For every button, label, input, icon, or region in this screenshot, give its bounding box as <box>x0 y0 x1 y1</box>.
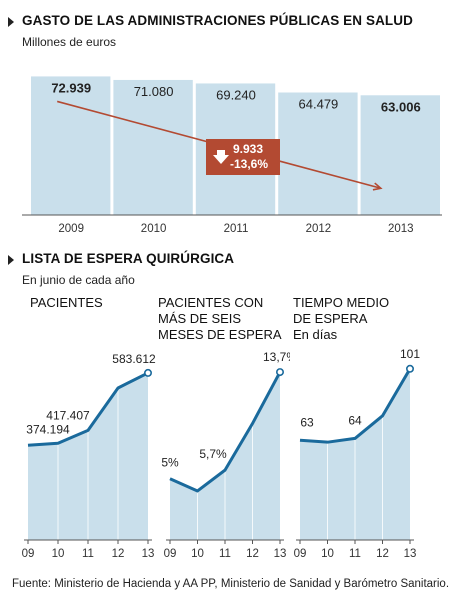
trend-arrowhead <box>372 182 383 191</box>
x-tick-label: 2009 <box>58 223 84 235</box>
end-point-marker <box>276 368 285 377</box>
point-value-label: 63 <box>300 415 314 429</box>
wait-time-area-chart: 09 10 11 12 13 63 64 101 <box>294 347 420 560</box>
panel2-title-line: MESES DE ESPERA <box>158 327 282 342</box>
down-arrow-icon <box>213 150 229 164</box>
series-line <box>169 371 282 493</box>
x-tick-label: 13 <box>274 548 287 560</box>
x-tick-label: 2011 <box>224 223 249 235</box>
callout-percent: -13,6% <box>230 157 269 171</box>
end-point-marker <box>406 364 415 373</box>
bar <box>113 79 193 215</box>
panel2-title-line: MÁS DE SEIS <box>158 311 242 326</box>
panel3-title-line: DE ESPERA <box>293 311 368 326</box>
panel3-title-line: TIEMPO MEDIO <box>293 295 390 310</box>
x-tick-label: 11 <box>219 548 231 560</box>
x-tick-label: 2013 <box>388 223 414 235</box>
x-tick-label: 12 <box>246 548 259 560</box>
series-line <box>299 368 412 444</box>
bar-value-label: 72.939 <box>51 80 91 95</box>
x-tick-label: 10 <box>52 548 65 560</box>
point-value-label: 417.407 <box>46 408 90 422</box>
x-tick-label: 09 <box>164 548 177 560</box>
point-value-label: 583.612 <box>112 352 156 366</box>
section-marker <box>8 255 14 265</box>
panel3-title: TIEMPO MEDIO DE ESPERA En días <box>293 295 389 343</box>
x-tick-label: 09 <box>294 548 307 560</box>
x-tick-label: 13 <box>142 548 155 560</box>
panel2-title: PACIENTES CON MÁS DE SEIS MESES DE ESPER… <box>158 295 282 343</box>
bar <box>31 76 111 216</box>
callout-value: 9.933 <box>233 142 264 156</box>
long-wait-area-chart: 09 10 11 12 13 5% 5,7% 13,7% <box>161 350 290 560</box>
bar-value-label: 63.006 <box>381 99 421 114</box>
x-tick-label: 2010 <box>141 223 167 235</box>
panel2-title-line: PACIENTES CON <box>158 295 264 310</box>
x-tick-label: 13 <box>404 548 417 560</box>
bar-value-label: 64.479 <box>299 96 339 111</box>
x-tick-label: 12 <box>112 548 125 560</box>
x-tick-label: 10 <box>321 548 334 560</box>
point-value-label: 5,7% <box>199 447 227 461</box>
panel3-unit: En días <box>293 327 338 342</box>
x-tick-label: 12 <box>376 548 389 560</box>
source-footnote: Fuente: Ministerio de Hacienda y AA PP, … <box>12 578 450 590</box>
x-tick-label: 10 <box>191 548 204 560</box>
decrease-callout: 9.933 -13,6% <box>206 139 280 175</box>
spending-bar-chart: 72.939 2009 71.080 2010 69.240 2011 64.479 2012… <box>22 76 442 235</box>
section1-subtitle: Millones de euros <box>22 35 117 49</box>
point-value-label: 13,7% <box>263 350 290 364</box>
x-tick-label: 11 <box>349 548 361 560</box>
section-marker <box>8 17 14 27</box>
point-value-label: 101 <box>400 347 420 361</box>
point-value-label: 64 <box>348 413 362 427</box>
section2-title: LISTA DE ESPERA QUIRÚRGICA <box>22 251 235 266</box>
panel1-title: PACIENTES <box>30 295 103 310</box>
x-tick-label: 09 <box>22 548 35 560</box>
section2-subtitle: En junio de cada año <box>22 273 135 287</box>
end-point-marker <box>144 368 153 377</box>
bar-value-label: 69.240 <box>216 87 256 102</box>
point-value-label: 5% <box>161 456 179 470</box>
bar-value-label: 71.080 <box>134 84 174 99</box>
section1-title: GASTO DE LAS ADMINISTRACIONES PÚBLICAS E… <box>22 13 413 28</box>
series-line <box>27 371 149 447</box>
bar <box>278 92 358 215</box>
x-tick-label: 11 <box>82 548 94 560</box>
bar <box>360 95 440 215</box>
x-tick-label: 2012 <box>306 223 332 235</box>
point-value-label: 374.194 <box>26 422 70 436</box>
